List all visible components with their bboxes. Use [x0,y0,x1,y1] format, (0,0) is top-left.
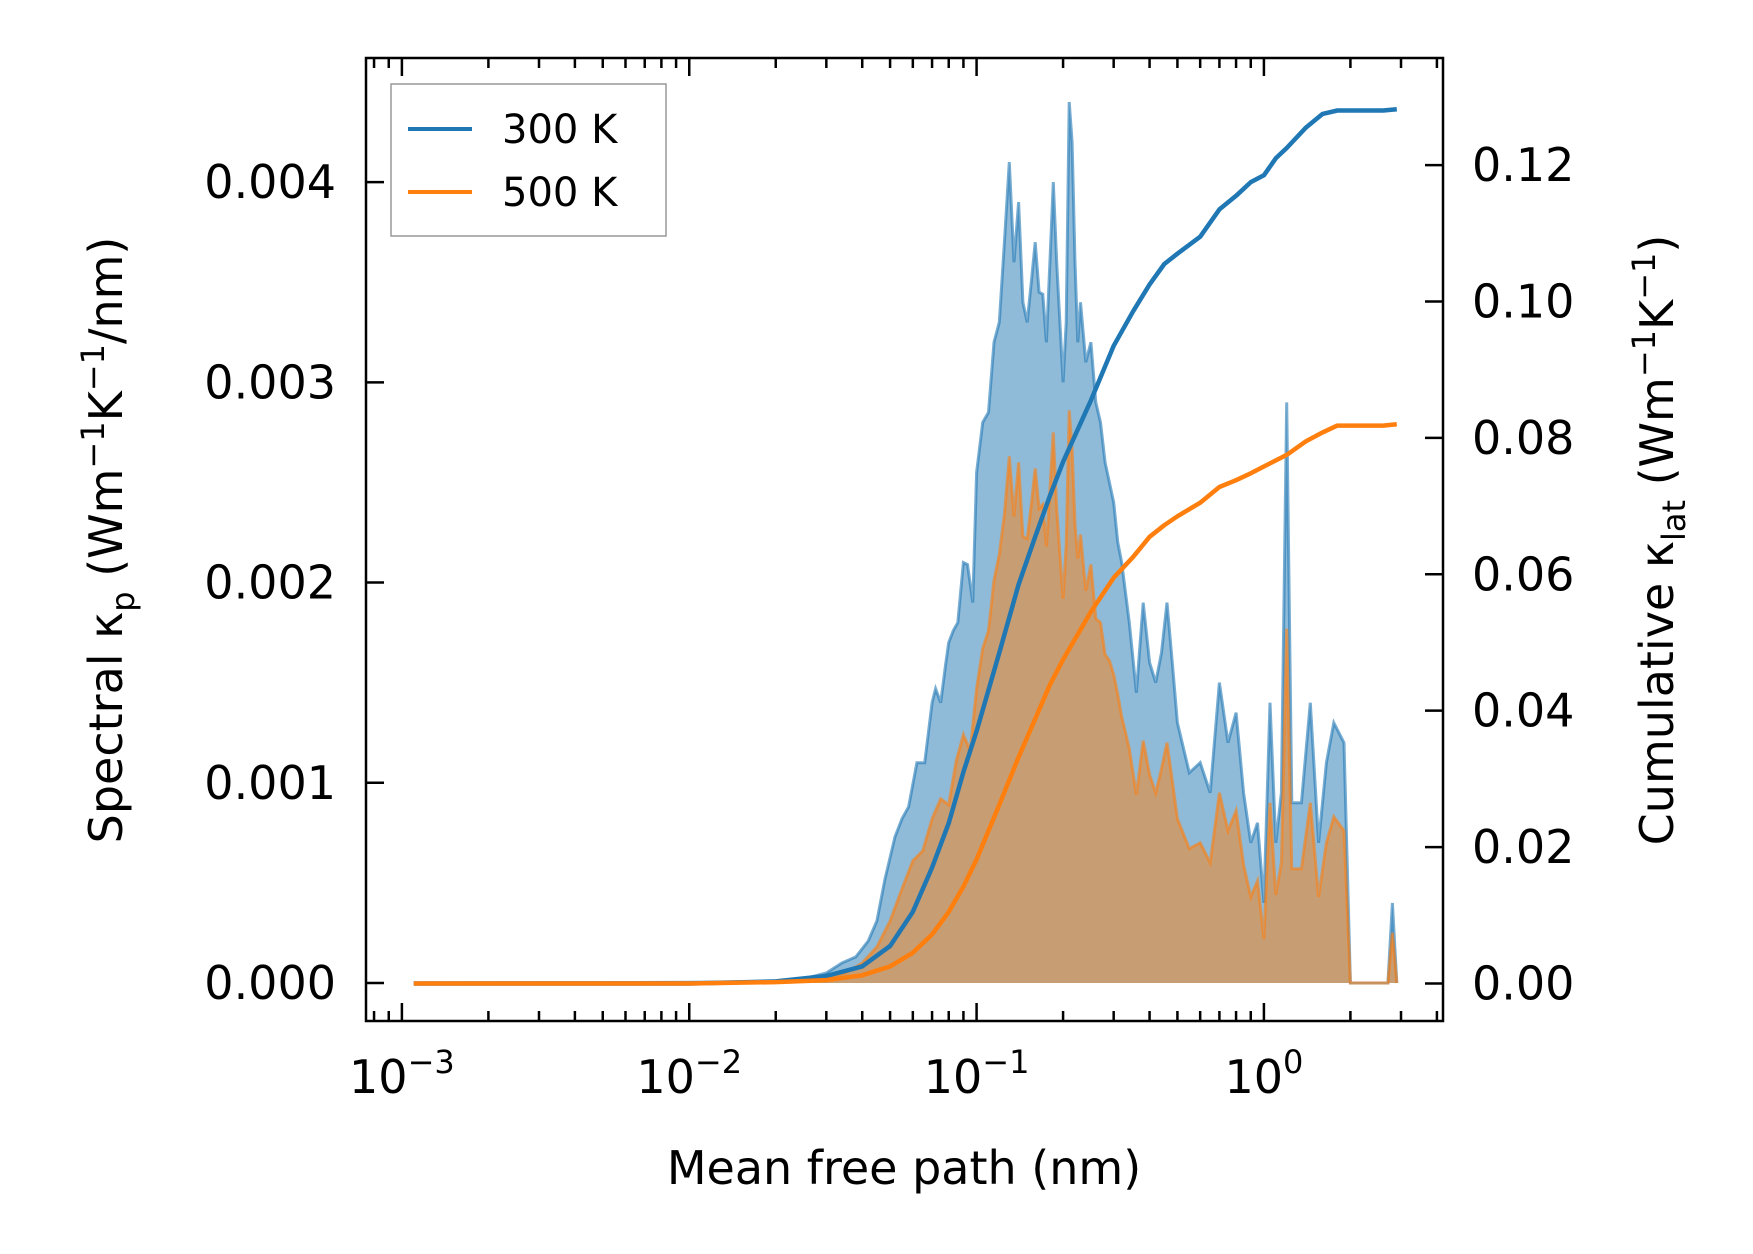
x-axis-title: Mean free path (nm) [667,1141,1141,1195]
x-tick-labels: 10−3 10−2 10−1 100 [349,1043,1303,1104]
legend-box [390,83,667,237]
right-y-tick-label: 0.06 [1472,547,1574,601]
right-y-tick-label: 0.04 [1472,684,1574,738]
left-y-axis-title: Spectral κp (Wm−1K−1/nm) [74,237,142,844]
left-y-tick-label: 0.001 [204,756,336,810]
left-y-tick-label: 0.004 [204,155,336,209]
left-y-tick-label: 0.000 [204,956,336,1010]
spectral-area-300k [413,102,1397,983]
right-y-tick-label: 0.12 [1472,138,1574,192]
right-y-tick-label: 0.00 [1472,956,1574,1010]
spectral-area-500k [413,410,1397,983]
legend-label-300k: 300 K [502,107,619,153]
plot-frame [364,56,1445,1023]
x-tick-label: 10−3 [349,1043,455,1104]
legend-label-500k: 500 K [502,170,619,216]
spectral-edge-500k [413,410,1399,985]
x-tick-label: 100 [1224,1043,1303,1104]
right-y-tick-label: 0.10 [1472,274,1574,328]
right-y-tick-label: 0.02 [1472,820,1574,874]
cumulative-line-500k [413,421,1398,986]
axis-ticks [366,58,1443,1021]
cumulative-line-300k [413,106,1398,986]
left-y-tick-label: 0.003 [204,355,336,409]
left-y-tick-labels: 0.000 0.001 0.002 0.003 0.004 [204,155,336,1010]
x-tick-label: 10−2 [636,1043,742,1104]
cumulative-lines [413,106,1398,986]
spectral-edge-300k [413,101,1399,985]
left-y-tick-label: 0.002 [204,556,336,610]
right-y-axis-title: Cumulative κlat (Wm−1K−1) [1625,235,1693,846]
area-fills [413,101,1399,985]
right-y-tick-labels: 0.00 0.02 0.04 0.06 0.08 0.10 0.12 [1472,138,1574,1010]
x-tick-label: 10−1 [924,1043,1030,1104]
right-y-tick-label: 0.08 [1472,411,1574,465]
legend: 300 K 500 K [390,83,667,237]
